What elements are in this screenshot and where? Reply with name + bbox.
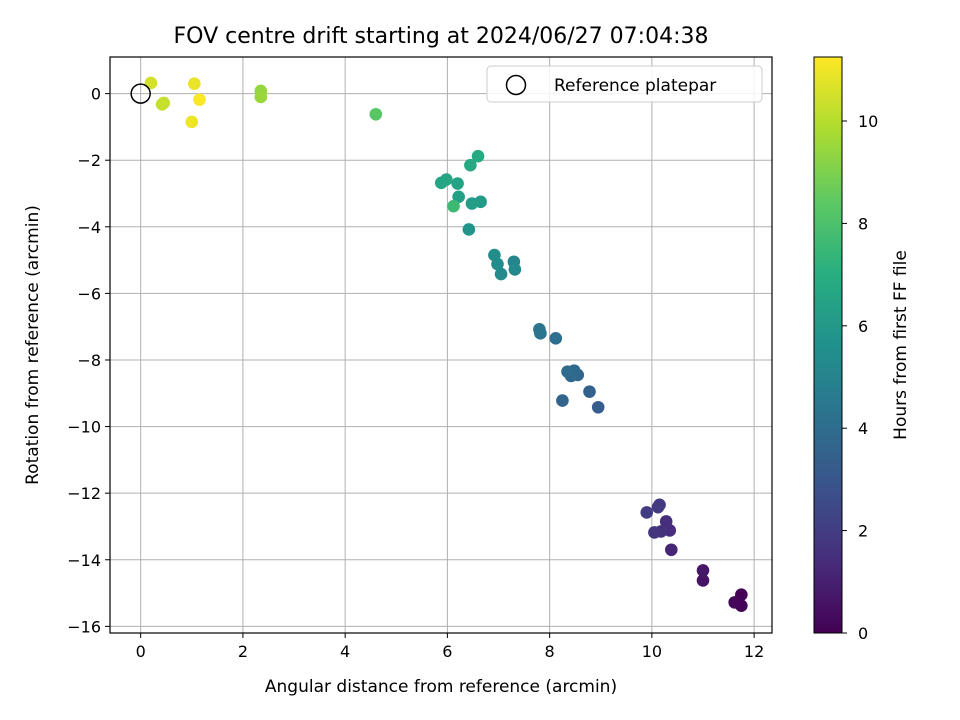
data-point xyxy=(583,385,596,398)
x-tick-label: 6 xyxy=(442,642,452,661)
x-tick-label: 12 xyxy=(744,642,764,661)
data-point xyxy=(728,596,741,609)
reference-platepar-marker xyxy=(130,83,151,104)
data-point xyxy=(185,115,199,129)
data-point xyxy=(369,107,383,121)
x-tick-label: 10 xyxy=(642,642,662,661)
legend: Reference platepar xyxy=(486,65,763,103)
y-tick-label: −12 xyxy=(67,484,101,503)
data-point xyxy=(664,543,678,557)
data-point xyxy=(549,332,563,345)
data-point xyxy=(488,248,501,262)
y-tick-label: −6 xyxy=(77,284,101,303)
grid-lines xyxy=(110,57,772,633)
data-point xyxy=(651,500,665,514)
data-point xyxy=(648,526,661,539)
colorbar-tick-label: 6 xyxy=(858,317,868,336)
y-tick-label: −4 xyxy=(77,218,101,237)
data-point xyxy=(447,199,460,213)
y-tick-label: −16 xyxy=(67,617,101,636)
data-point xyxy=(144,76,158,90)
data-point xyxy=(556,394,569,407)
y-tick-label: −8 xyxy=(77,351,101,370)
data-point xyxy=(696,564,710,577)
x-tick-label: 0 xyxy=(136,642,146,661)
x-axis-label: Angular distance from reference (arcmin) xyxy=(265,677,617,697)
data-point xyxy=(591,400,605,414)
data-point xyxy=(465,197,479,210)
y-tick-label: −10 xyxy=(67,418,101,437)
colorbar: 0 2 4 6 8 10 Hours from first FF file xyxy=(813,56,911,643)
data-point xyxy=(451,177,464,190)
x-tick-label: 2 xyxy=(238,642,248,661)
data-point xyxy=(157,96,170,110)
legend-open-circle-icon xyxy=(505,74,527,96)
colorbar-gradient xyxy=(813,56,843,634)
colorbar-tick-label: 0 xyxy=(858,624,868,643)
legend-entry-reference-platepar: Reference platepar xyxy=(554,76,716,96)
y-tick-label: −14 xyxy=(67,551,101,570)
data-point xyxy=(640,506,654,519)
colorbar-label: Hours from first FF file xyxy=(891,250,911,440)
data-point xyxy=(533,323,546,336)
data-point xyxy=(494,267,508,281)
data-point xyxy=(696,574,710,587)
data-point xyxy=(434,176,448,190)
colorbar-tick-label: 8 xyxy=(858,214,868,233)
data-points xyxy=(144,76,748,612)
data-point xyxy=(452,190,465,204)
data-point xyxy=(471,149,485,163)
data-point xyxy=(188,77,201,90)
data-point xyxy=(464,158,477,172)
legend-box xyxy=(486,65,763,103)
colorbar-ticks: 0 2 4 6 8 10 xyxy=(842,112,878,643)
y-axis-ticks: 0 −2 −4 −6 −8 −10 −12 −14 −16 xyxy=(67,85,110,636)
colorbar-tick-label: 10 xyxy=(858,112,878,131)
y-tick-label: −2 xyxy=(77,151,101,170)
chart-title: FOV centre drift starting at 2024/06/27 … xyxy=(174,24,709,49)
data-point xyxy=(659,515,673,528)
x-tick-label: 8 xyxy=(545,642,555,661)
data-point xyxy=(462,223,476,236)
data-point xyxy=(193,93,206,106)
data-point xyxy=(508,263,522,276)
y-axis-label: Rotation from reference (arcmin) xyxy=(23,205,43,485)
colorbar-tick-label: 2 xyxy=(858,522,868,541)
plot-area-frame xyxy=(109,56,773,634)
x-tick-label: 4 xyxy=(340,642,350,661)
data-point xyxy=(561,365,574,378)
y-tick-label: 0 xyxy=(91,85,101,104)
colorbar-tick-label: 4 xyxy=(858,419,868,438)
x-axis-ticks: 0 2 4 6 8 10 12 xyxy=(136,633,764,661)
data-point xyxy=(254,90,268,104)
